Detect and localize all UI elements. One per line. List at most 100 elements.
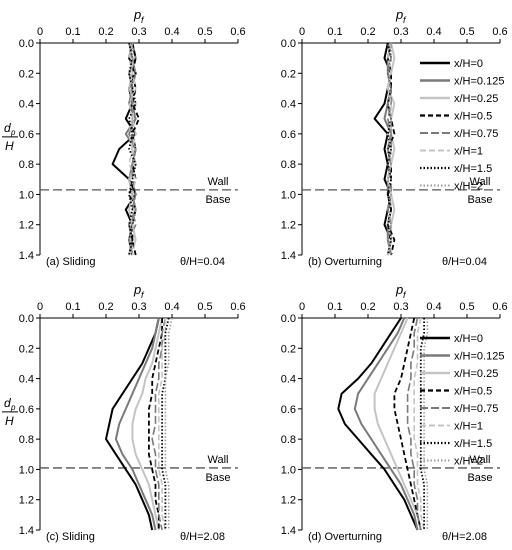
y-tick-label: 1.2	[281, 220, 296, 232]
dp-H: H	[5, 139, 14, 153]
base-label: Base	[467, 194, 492, 206]
base-label: Base	[205, 194, 230, 206]
panel-label: (b) Overturning	[308, 256, 382, 268]
x-tick-label: 0.2	[98, 301, 113, 313]
legend-label: x/H=0.5	[454, 111, 492, 123]
pf-sub: f	[403, 15, 407, 25]
series-line	[406, 317, 422, 531]
wall-label: Wall	[208, 454, 229, 466]
series-line	[413, 317, 425, 531]
legend-label: x/H=0.25	[454, 368, 498, 380]
wall-label: Wall	[470, 176, 491, 188]
panel-b: 0 0.1 0.2 0.3 0.4 0.5 0.6 0.0 0.2 0.4 0.6 0.8 1.0 1.2…	[281, 7, 508, 268]
dp-sub: p	[10, 128, 16, 137]
legend-label: x/H=1.5	[454, 163, 492, 175]
y-tick-label: 1.4	[281, 250, 296, 262]
y-tick-label: 0.2	[19, 68, 34, 80]
y-axis-title: d pH	[2, 396, 18, 428]
panel-d: 0 0.1 0.2 0.3 0.4 0.5 0.6 0.0 0.2 0.4 0.6 0.8 1.0 1.2…	[281, 282, 508, 543]
series-line	[158, 318, 167, 531]
panel-label: (c) Sliding	[46, 531, 95, 543]
dp-d: d	[4, 396, 11, 410]
y-tick-label: 1.2	[19, 495, 34, 507]
x-tick-label: 0	[299, 301, 305, 313]
wall-label: Wall	[208, 176, 229, 188]
series-line	[114, 317, 160, 531]
x-tick-label: 0.6	[230, 301, 245, 313]
series-line	[353, 317, 419, 531]
legend-label: x/H=0.75	[454, 128, 498, 140]
y-tick-label: 1.4	[281, 525, 296, 537]
y-tick-label: 0.8	[19, 159, 34, 171]
panel-label: (a) Sliding	[46, 256, 96, 268]
y-tick-label: 0.4	[281, 374, 296, 386]
y-tick-label: 0.4	[19, 374, 34, 386]
x-tick-label: 0.6	[230, 26, 245, 38]
theta-label: θ/H=0.04	[180, 256, 225, 268]
y-tick-label: 0.4	[19, 99, 34, 111]
legend-label: x/H=1.5	[454, 438, 492, 450]
legend-label: x/H=0.75	[454, 403, 498, 415]
x-tick-label: 0.2	[98, 26, 113, 38]
x-tick-label: 0.2	[360, 301, 375, 313]
legend-label: x/H=0	[454, 58, 483, 70]
legend: x/H=0 x/H=0.125 x/H=0.25 x/H=0.5 x/H=0.75 x/H…	[420, 333, 504, 468]
wall-label: Wall	[470, 454, 491, 466]
x-tick-label: 0.5	[459, 26, 474, 38]
y-tick-label: 1.0	[19, 189, 34, 201]
series-line	[151, 317, 167, 531]
series-line	[419, 318, 426, 530]
x-tick-label: 0.5	[197, 26, 212, 38]
x-tick-label: 0.4	[164, 301, 179, 313]
series-line	[423, 318, 429, 530]
x-tick-label: 0.5	[459, 301, 474, 313]
pf-sub: f	[141, 290, 145, 300]
x-tick-label: 0.6	[492, 301, 507, 313]
x-tick-label: 0.2	[360, 26, 375, 38]
y-tick-label: 0.0	[19, 38, 34, 50]
y-tick-label: 0.6	[19, 129, 34, 141]
dp-sub: p	[10, 403, 16, 412]
panel-label: (d) Overturning	[308, 531, 382, 543]
legend-label: x/H=0.125	[454, 351, 504, 363]
y-tick-label: 0.4	[281, 99, 296, 111]
y-tick-label: 0.2	[281, 343, 296, 355]
legend-label: x/H=0.25	[454, 93, 498, 105]
x-tick-label: 0.5	[197, 301, 212, 313]
y-tick-label: 0.0	[19, 313, 34, 325]
x-tick-label: 0	[37, 26, 43, 38]
series-line	[147, 318, 164, 530]
x-tick-label: 0.1	[327, 26, 342, 38]
legend-label: x/H=1	[454, 146, 483, 158]
series-line	[128, 43, 137, 256]
series-line	[161, 317, 170, 530]
pf-p: p	[395, 7, 403, 22]
series-line	[373, 317, 422, 531]
y-tick-label: 1.4	[19, 525, 34, 537]
dp-d: d	[4, 121, 11, 135]
x-tick-label: 0.3	[393, 301, 408, 313]
y-tick-label: 1.0	[19, 464, 34, 476]
y-tick-label: 0.0	[281, 313, 296, 325]
y-tick-label: 1.0	[281, 189, 296, 201]
theta-label: θ/H=2.08	[180, 531, 225, 543]
series-line	[393, 317, 422, 531]
y-tick-label: 0.8	[19, 434, 34, 446]
legend-label: x/H=1	[454, 421, 483, 433]
pf-p: p	[395, 282, 403, 297]
x-tick-label: 0.3	[131, 301, 146, 313]
y-tick-label: 1.2	[281, 495, 296, 507]
x-tick-label: 0.4	[164, 26, 179, 38]
x-tick-label: 0.3	[393, 26, 408, 38]
y-tick-label: 0.8	[281, 159, 296, 171]
y-tick-label: 0.8	[281, 434, 296, 446]
panel-a: 0 0.1 0.2 0.3 0.4 0.5 0.6 0.0 0.2 0.4 0.6 0.8 1.0 1.2…	[2, 7, 246, 268]
base-label: Base	[467, 472, 492, 484]
base-label: Base	[205, 472, 230, 484]
y-tick-label: 0.6	[281, 404, 296, 416]
pf-sub: f	[403, 290, 407, 300]
